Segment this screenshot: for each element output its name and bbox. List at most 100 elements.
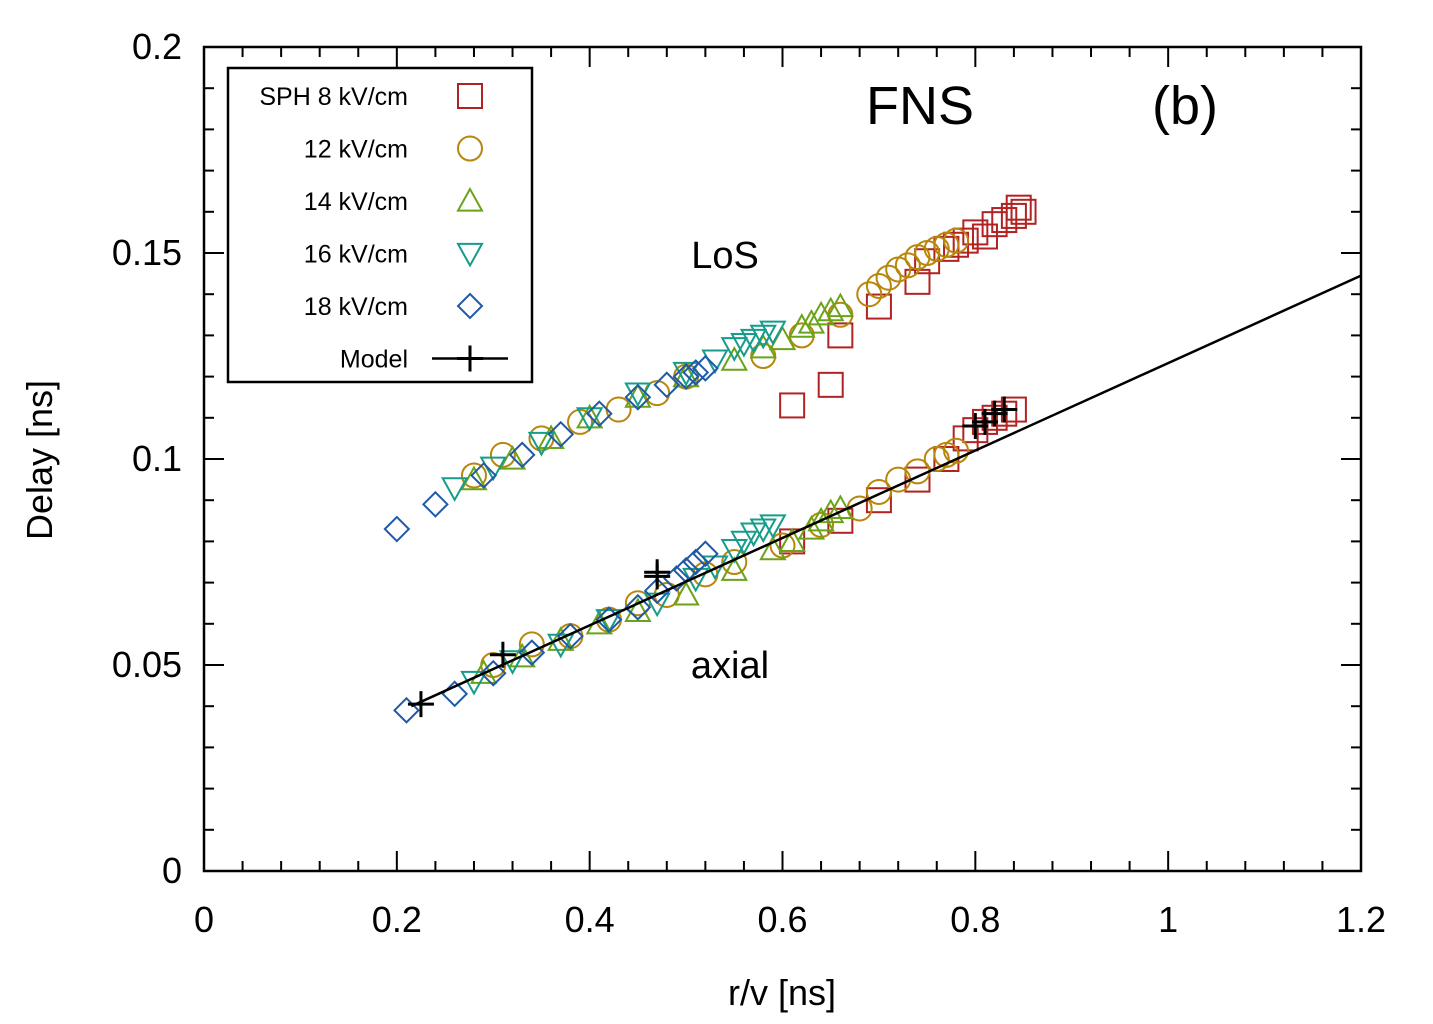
12-kv-cm-axial-point	[518, 631, 545, 658]
y-tick-label: 0.1	[132, 438, 182, 479]
model-point	[407, 691, 434, 718]
18-kv-cm-los-point	[421, 490, 449, 518]
18-kv-cm-axial-point	[663, 565, 690, 592]
14-kv-cm-los-point	[788, 313, 816, 338]
18-kv-cm-axial-point	[393, 696, 420, 724]
legend-entry-label: 12 kV/cm	[304, 136, 408, 164]
18-kv-cm-axial-point	[556, 622, 584, 650]
14-kv-cm-los-point	[537, 424, 565, 449]
model-point	[489, 641, 516, 668]
y-tick-label: 0.15	[112, 232, 182, 273]
legend-marker	[456, 292, 484, 320]
x-tick-label: 1	[1158, 899, 1178, 940]
18-kv-cm-los-point	[624, 383, 652, 411]
16-kv-cm-axial-point	[759, 514, 787, 539]
chart-annotations: FNS (b) LoS axial	[691, 76, 1218, 687]
chart-axes: 0 0.2 0.4 0.6 0.8 1 1.2 0 0.05 0.1 0.15 0.2	[112, 26, 1386, 940]
12-kv-cm-los-point	[489, 441, 516, 468]
legend-entry-label: SPH 8 kV/cm	[259, 83, 408, 111]
14-kv-cm-axial-point	[826, 494, 855, 520]
16-kv-cm-axial-point	[720, 539, 748, 564]
14-kv-cm-los-point	[460, 465, 488, 491]
12-kv-cm-axial-point	[865, 478, 892, 505]
16-kv-cm-axial-point	[595, 609, 623, 634]
sph-8-kv-cm-los-point	[952, 227, 979, 254]
18-kv-cm-los-point	[682, 359, 710, 386]
12-kv-cm-los-point	[865, 272, 892, 299]
18-kv-cm-los-point	[585, 400, 613, 428]
x-axis-label: r/v [ns]	[728, 972, 836, 1013]
16-kv-cm-los-point	[440, 477, 469, 502]
sph-8-kv-cm-los-point	[779, 392, 806, 419]
14-kv-cm-axial-point	[817, 498, 845, 524]
18-kv-cm-los-point	[383, 515, 411, 543]
18-kv-cm-los-point	[547, 420, 575, 448]
x-tick-label: 0.8	[950, 899, 1000, 940]
x-tick-label: 0.4	[565, 899, 615, 940]
18-kv-cm-los-point	[672, 363, 700, 391]
14-kv-cm-los-point	[498, 444, 527, 470]
legend-marker	[456, 186, 484, 212]
16-kv-cm-los-point	[575, 407, 604, 432]
sph-8-kv-cm-los-point	[981, 211, 1008, 238]
model-point	[991, 396, 1018, 423]
sph-8-kv-cm-los-point	[817, 371, 844, 398]
14-kv-cm-axial-point	[547, 626, 575, 651]
12-kv-cm-axial-point	[943, 437, 970, 464]
model-point	[644, 563, 671, 590]
sph-8-kv-cm-los-point	[827, 322, 854, 349]
16-kv-cm-los-point	[527, 431, 556, 457]
sph-8-kv-cm-los-point	[962, 219, 989, 246]
sph-8-kv-cm-los-point	[1005, 194, 1032, 221]
14-kv-cm-axial-point	[624, 597, 652, 623]
12-kv-cm-los-point	[460, 462, 487, 489]
legend-marker	[457, 135, 483, 162]
16-kv-cm-los-point	[759, 320, 787, 346]
legend-entry-label: 16 kV/cm	[304, 241, 408, 269]
14-kv-cm-los-point	[826, 292, 855, 318]
axial-group-annotation: axial	[691, 645, 769, 687]
14-kv-cm-los-point	[797, 308, 826, 334]
18-kv-cm-axial-point	[624, 593, 652, 621]
14-kv-cm-los-point	[807, 300, 835, 326]
16-kv-cm-axial-point	[460, 670, 488, 696]
panel-annotation: (b)	[1152, 76, 1218, 136]
y-tick-label: 0.05	[112, 644, 182, 685]
18-kv-cm-los-point	[691, 354, 719, 382]
14-kv-cm-axial-point	[759, 535, 787, 561]
16-kv-cm-los-point	[624, 382, 652, 408]
sph-8-kv-cm-los-point	[1000, 202, 1027, 229]
legend-entry-label: Model	[340, 346, 408, 374]
legend: SPH 8 kV/cm 12 kV/cm 14 kV/cm 16 kV/cm 18 kV…	[226, 66, 534, 384]
y-axis-label: Delay [ns]	[19, 380, 60, 540]
x-tick-label: 1.2	[1336, 899, 1386, 940]
model-line	[410, 274, 1362, 708]
12-kv-cm-los-point	[856, 281, 883, 308]
18-kv-cm-axial-point	[682, 548, 710, 576]
18-kv-cm-los-point	[470, 462, 498, 489]
legend-box	[226, 66, 534, 384]
method-annotation: FNS	[866, 76, 974, 136]
14-kv-cm-los-point	[720, 346, 748, 371]
legend-marker	[457, 83, 483, 109]
legend-marker	[456, 242, 484, 268]
18-kv-cm-los-point	[653, 371, 681, 399]
14-kv-cm-axial-point	[778, 527, 806, 552]
12-kv-cm-los-point	[894, 252, 921, 279]
18-kv-cm-axial-point	[691, 540, 719, 568]
16-kv-cm-axial-point	[730, 530, 758, 556]
sph-8-kv-cm-los-point	[1010, 198, 1037, 225]
chart-marks	[383, 194, 1362, 724]
18-kv-cm-axial-point	[643, 577, 671, 605]
18-kv-cm-los-point	[508, 441, 536, 469]
18-kv-cm-axial-point	[479, 659, 507, 687]
y-tick-label: 0	[162, 850, 182, 891]
12-kv-cm-los-point	[605, 396, 632, 423]
legend-model-marker	[457, 345, 483, 372]
sph-8-kv-cm-axial-point	[904, 466, 931, 493]
x-tick-label: 0	[194, 899, 214, 940]
12-kv-cm-los-point	[875, 264, 902, 291]
legend-entry-label: 18 kV/cm	[304, 293, 408, 321]
12-kv-cm-los-point	[567, 408, 594, 435]
